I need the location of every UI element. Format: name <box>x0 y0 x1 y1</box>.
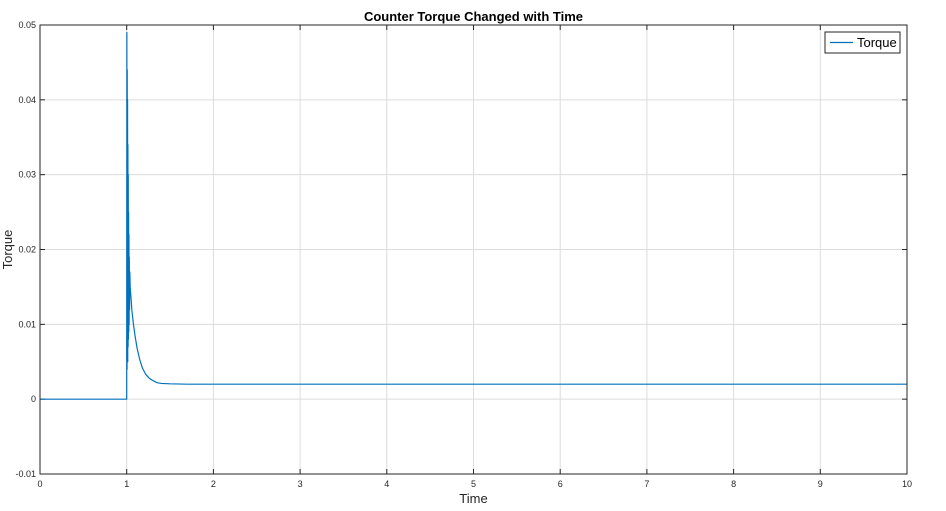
series-group <box>40 31 907 400</box>
x-tick-label: 8 <box>731 479 736 489</box>
y-tick-label: 0.03 <box>18 170 36 180</box>
x-tick-label: 3 <box>298 479 303 489</box>
grid <box>40 25 907 474</box>
legend-label: Torque <box>857 35 897 50</box>
y-tick-label: 0.01 <box>18 319 36 329</box>
y-tick-label: -0.01 <box>15 469 36 479</box>
y-tick-label: 0.05 <box>18 20 36 30</box>
x-tick-label: 0 <box>37 479 42 489</box>
legend: Torque <box>824 31 901 54</box>
plot-frame <box>39 24 908 475</box>
x-tick-label: 6 <box>558 479 563 489</box>
series-line-torque <box>40 31 907 400</box>
x-tick-label: 1 <box>124 479 129 489</box>
x-tick-label: 7 <box>644 479 649 489</box>
x-tick-label: 10 <box>902 479 912 489</box>
y-axis-label: Torque <box>0 230 15 270</box>
chart-title: Counter Torque Changed with Time <box>364 9 583 24</box>
x-tick-label: 9 <box>818 479 823 489</box>
x-tick-label: 2 <box>211 479 216 489</box>
x-tick-label: 4 <box>384 479 389 489</box>
y-tick-label: 0 <box>31 394 36 404</box>
y-tick-label: 0.02 <box>18 245 36 255</box>
x-tick-label: 5 <box>471 479 476 489</box>
legend-box <box>824 31 901 54</box>
y-tick-label: 0.04 <box>18 95 36 105</box>
x-axis-label: Time <box>459 491 487 506</box>
